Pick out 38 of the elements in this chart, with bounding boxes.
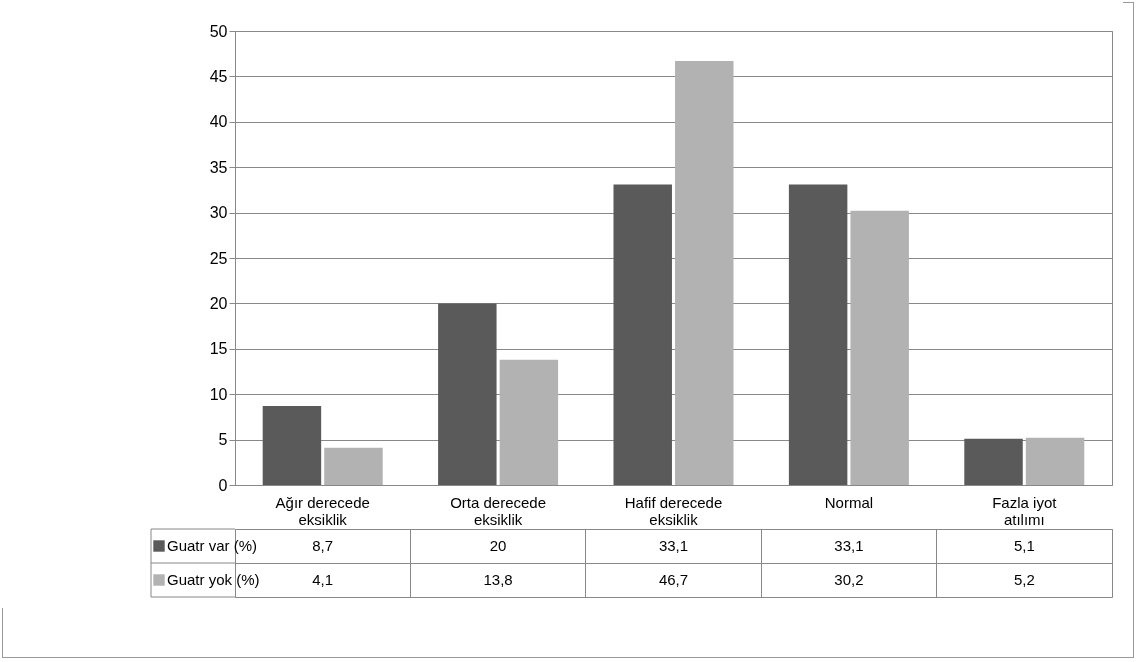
bar: [964, 438, 1023, 485]
y-tick-label: 35: [209, 158, 228, 176]
y-tick-label: 15: [209, 340, 228, 358]
legend-label: Guatr var (%): [167, 537, 258, 554]
data-label: 8,7: [312, 537, 334, 554]
y-tick-label: 0: [218, 476, 228, 494]
data-label: 30,2: [834, 571, 864, 588]
bar: [438, 303, 497, 485]
data-label: 20: [489, 537, 507, 554]
x-tick-label: Fazla iyot atılımı: [992, 493, 1058, 528]
legend-label: Guatr yok (%): [167, 571, 260, 588]
y-tick-label: 10: [209, 385, 228, 403]
x-tick-label: Ağır derecede eksiklik: [275, 493, 370, 528]
data-label: 13,8: [483, 571, 513, 588]
x-tick-label: Normal: [824, 493, 874, 511]
x-tick-label: Hafif derecede eksiklik: [624, 493, 723, 528]
y-tick-label: 25: [209, 249, 228, 267]
data-label: 33,1: [658, 537, 689, 554]
y-tick-label: 30: [209, 204, 228, 222]
data-label: 33,1: [834, 537, 864, 554]
y-tick-label: 5: [218, 431, 228, 449]
bar: [262, 406, 322, 485]
y-tick-label: 40: [209, 113, 228, 131]
bar: [613, 184, 672, 485]
y-tick-label: 45: [209, 67, 228, 85]
bar: [499, 359, 559, 485]
bar: [850, 210, 909, 485]
bar: [788, 184, 848, 485]
bar: [324, 447, 383, 485]
y-tick-label: 20: [209, 294, 228, 312]
bar: [1025, 437, 1085, 485]
x-tick-label: Orta derecede eksiklik: [450, 493, 547, 528]
data-label: 4,1: [312, 571, 334, 588]
data-label: 5,2: [1013, 571, 1035, 588]
y-tick-label: 50: [209, 22, 228, 40]
data-label: 5,1: [1013, 537, 1035, 554]
bar: [675, 60, 734, 485]
data-label: 46,7: [658, 571, 689, 588]
